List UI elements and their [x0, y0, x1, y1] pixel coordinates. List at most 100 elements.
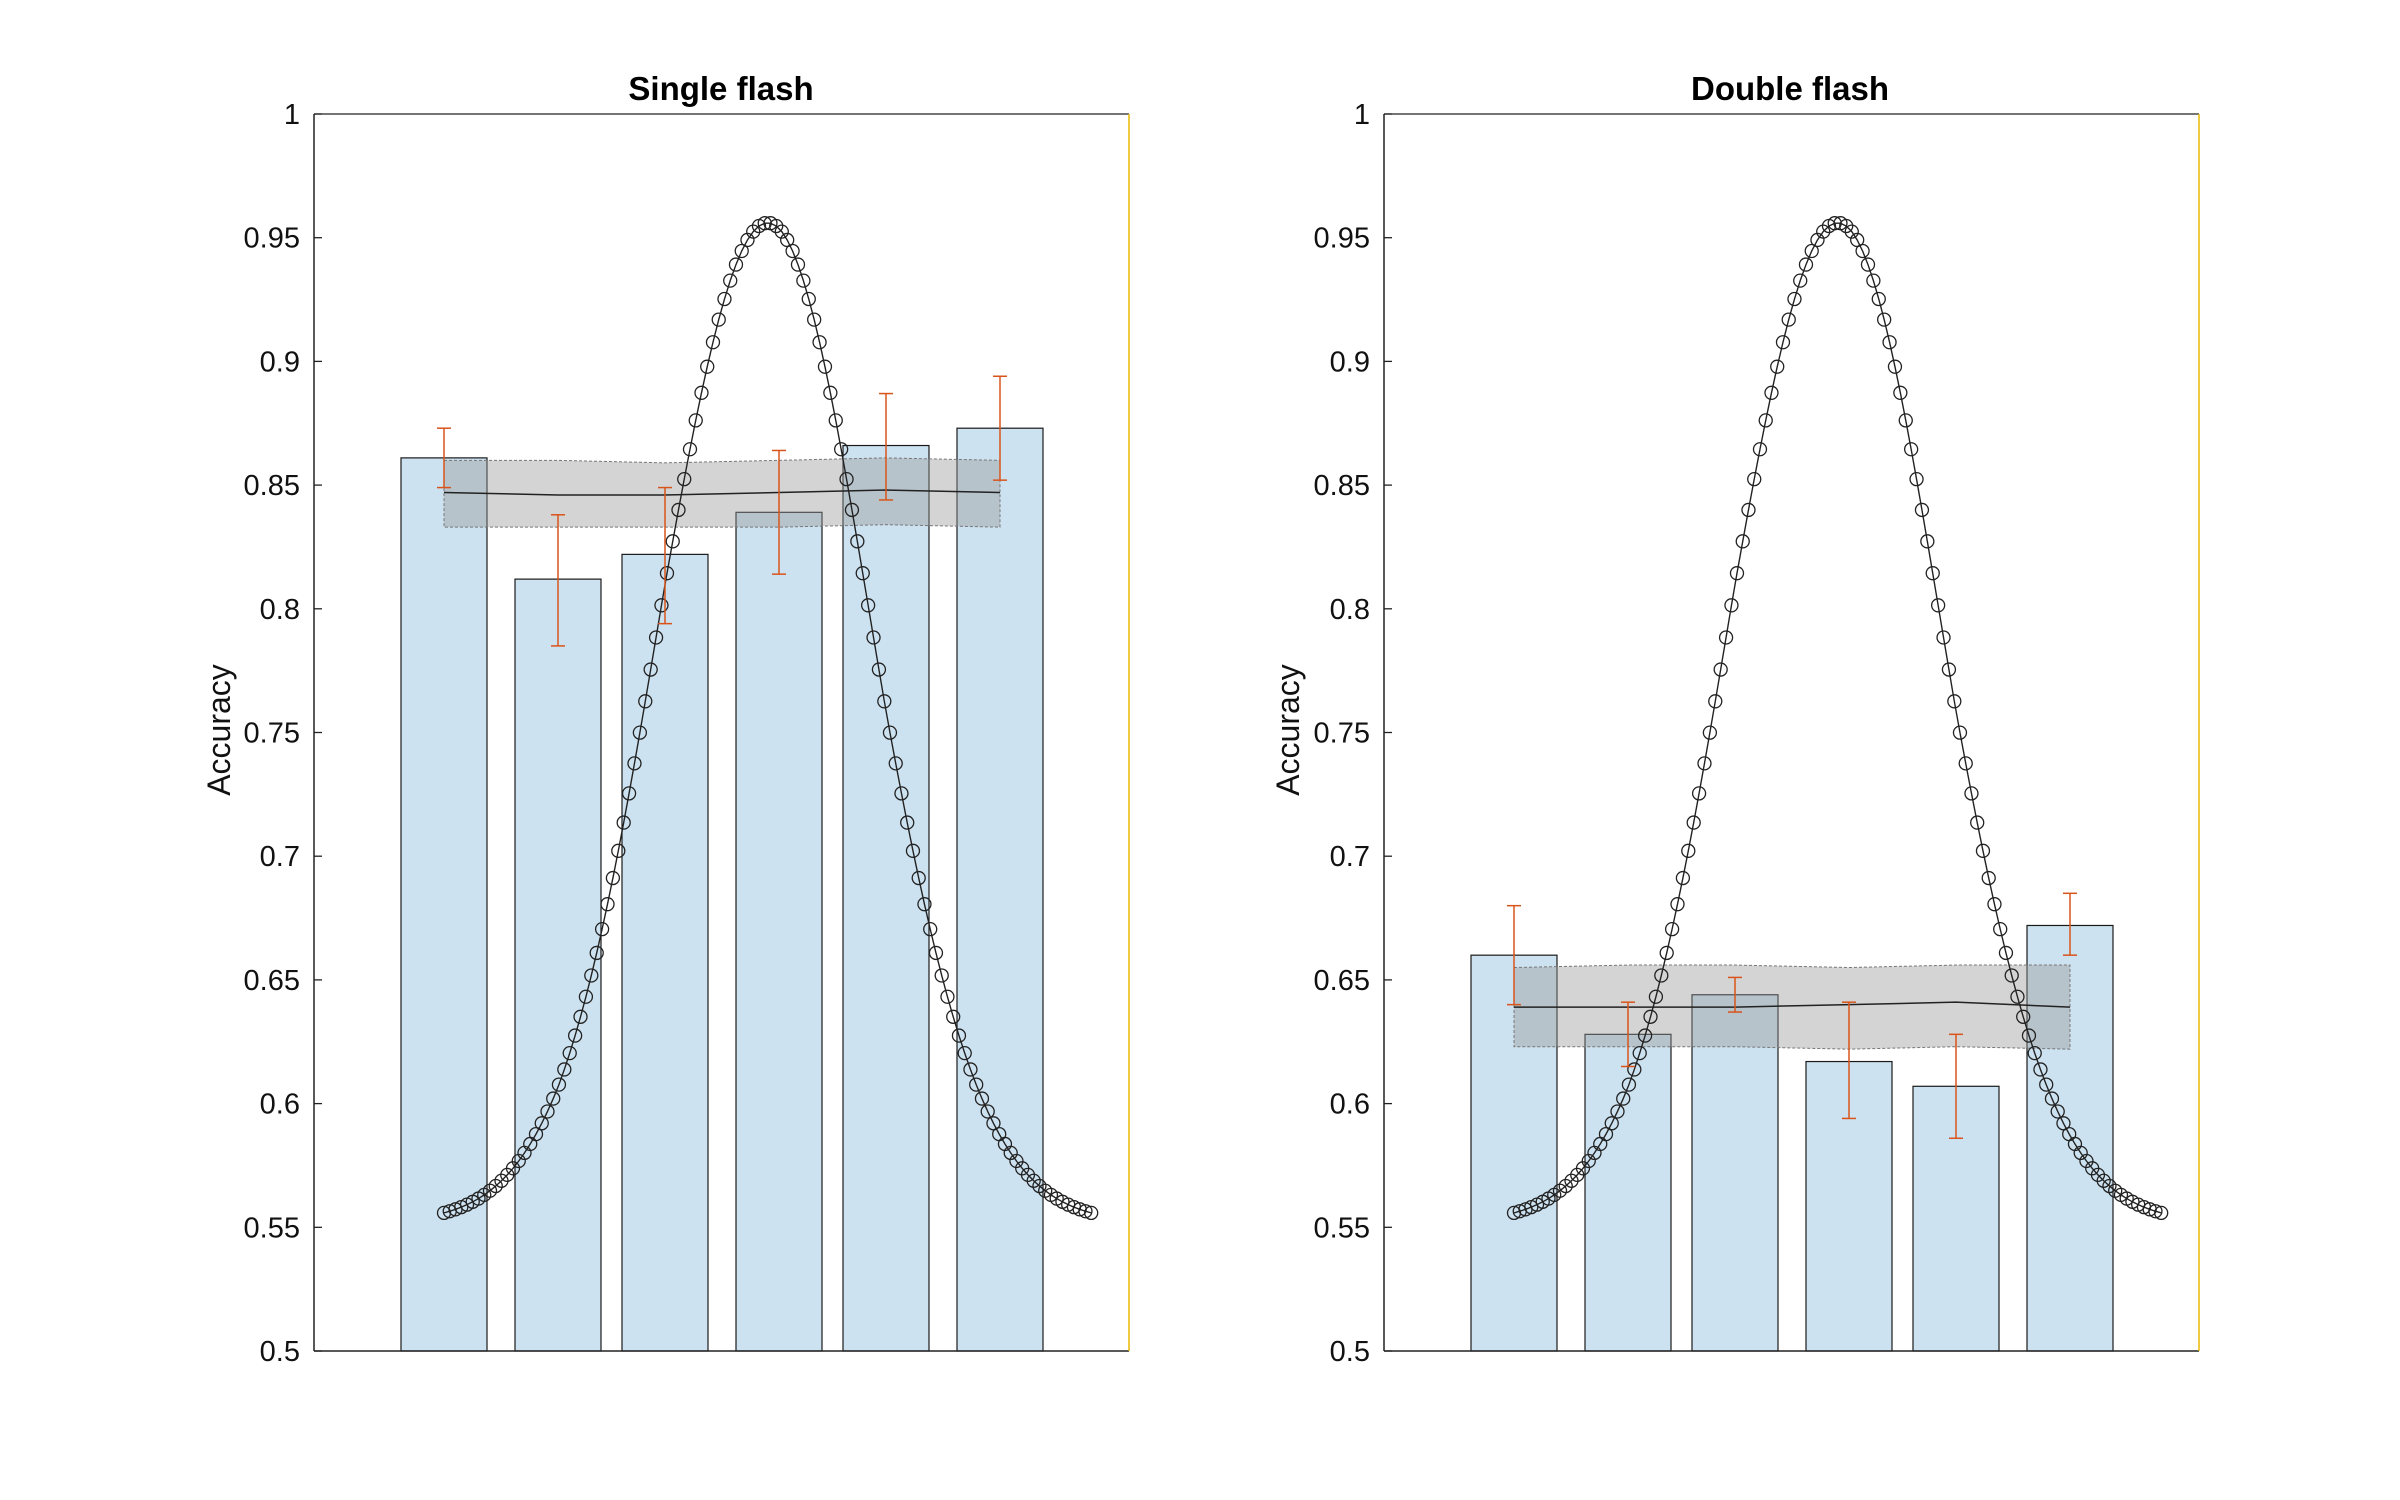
bar	[956, 427, 1044, 1352]
error-bar	[879, 392, 893, 501]
y-tick-label: 0.9	[1330, 346, 1370, 378]
curve-point	[871, 662, 887, 677]
curve-point	[589, 945, 604, 961]
curve-point	[844, 502, 860, 518]
curve-point	[1616, 1091, 1631, 1106]
curve-point	[540, 1104, 555, 1119]
y-tick-label: 0.55	[1314, 1212, 1370, 1244]
y-tick-label: 0.7	[260, 841, 300, 873]
curve-point	[1930, 598, 1946, 613]
curve-point	[1914, 502, 1930, 518]
curve-point	[1920, 534, 1935, 549]
curve-point	[1724, 598, 1739, 613]
curve-point	[2039, 1077, 2054, 1092]
curve-point	[1958, 756, 1973, 771]
curve-point	[2044, 1091, 2060, 1106]
curve-point	[1654, 968, 1669, 983]
y-tick-label: 0.95	[1314, 223, 1370, 255]
y-tick-label: 1	[1354, 99, 1370, 131]
curve-point	[1659, 945, 1674, 961]
curve-point	[717, 291, 732, 307]
curve-point	[1632, 1045, 1647, 1061]
curve-point	[584, 968, 599, 983]
curve-point	[1681, 843, 1696, 858]
curve-point	[1747, 472, 1762, 487]
curve-point	[1987, 897, 2002, 912]
y-tick-label: 0.6	[260, 1089, 300, 1121]
curve-point	[648, 630, 664, 645]
curve-point	[1877, 312, 1892, 327]
error-bar	[437, 427, 451, 489]
curve-point	[1770, 359, 1785, 374]
curve-point	[528, 1126, 544, 1142]
curve-point	[682, 442, 698, 457]
y-tick-label: 0.65	[244, 965, 300, 997]
null-mean-line	[443, 489, 1001, 496]
curve-point	[1855, 243, 1870, 259]
curve-point	[957, 1045, 972, 1061]
curve-point	[567, 1028, 583, 1043]
curve-point	[1904, 442, 1919, 457]
curve-point	[986, 1116, 1001, 1131]
curve-point	[2154, 1205, 2169, 1221]
curve-point	[627, 756, 642, 771]
curve-point	[1648, 989, 1664, 1004]
curve-point	[2004, 968, 2019, 983]
curve-point	[757, 216, 772, 231]
curve-point	[605, 870, 621, 886]
y-tick-label: 1	[284, 99, 300, 131]
curve-point	[694, 385, 709, 400]
curve-point	[1718, 630, 1734, 645]
curve-point	[834, 442, 849, 457]
curve-point	[823, 385, 838, 400]
curve-point	[711, 312, 726, 327]
curve-point	[1882, 335, 1897, 350]
bar	[842, 444, 930, 1352]
curve-point	[900, 815, 915, 830]
y-tick-label: 0.65	[1314, 965, 1370, 997]
curve-point	[785, 243, 800, 259]
curve-point	[1804, 243, 1819, 259]
curve-point	[616, 815, 631, 830]
curve-point	[1839, 218, 1854, 234]
curve-point	[1887, 359, 1903, 374]
y-tick-label: 0.85	[1314, 470, 1370, 502]
error-bar	[1507, 904, 1521, 1006]
curve-point	[1898, 413, 1913, 428]
curve-point	[1964, 786, 1979, 801]
curve-point	[934, 968, 949, 983]
y-axis-label: Accuracy	[201, 664, 237, 796]
curve-point	[728, 257, 744, 272]
curve-point	[974, 1091, 990, 1106]
y-tick-label: 0.95	[244, 223, 300, 255]
bar	[735, 511, 823, 1352]
curve-point	[940, 989, 955, 1004]
chart-title: Single flash	[628, 70, 813, 107]
null-mean-line	[1514, 1001, 2071, 1008]
curve-line	[443, 222, 1092, 1214]
curve-point	[2056, 1116, 2071, 1131]
curve-point	[2148, 1204, 2163, 1219]
curve-point	[1998, 945, 2014, 961]
curve-point	[1637, 1028, 1653, 1043]
curve-point	[969, 1077, 984, 1092]
curve-point	[573, 1009, 588, 1024]
curve-point	[1844, 224, 1859, 239]
curve-point	[801, 291, 816, 307]
y-tick-label: 0.6	[1330, 1089, 1370, 1121]
y-tick-label: 0.8	[1330, 594, 1370, 626]
curve-point	[946, 1009, 961, 1024]
curve-point	[746, 224, 761, 239]
curve-point	[1078, 1204, 1093, 1219]
curve-point	[796, 273, 811, 288]
curve-point	[2079, 1153, 2094, 1169]
error-bar	[1842, 1001, 1856, 1120]
curve-point	[578, 989, 594, 1004]
curve-point	[2050, 1104, 2065, 1119]
y-tick-label: 0.9	[260, 346, 300, 378]
curve-point	[705, 335, 721, 350]
curve-point	[817, 359, 833, 374]
y-tick-label: 0.75	[244, 718, 300, 750]
y-tick-label: 0.85	[244, 470, 300, 502]
